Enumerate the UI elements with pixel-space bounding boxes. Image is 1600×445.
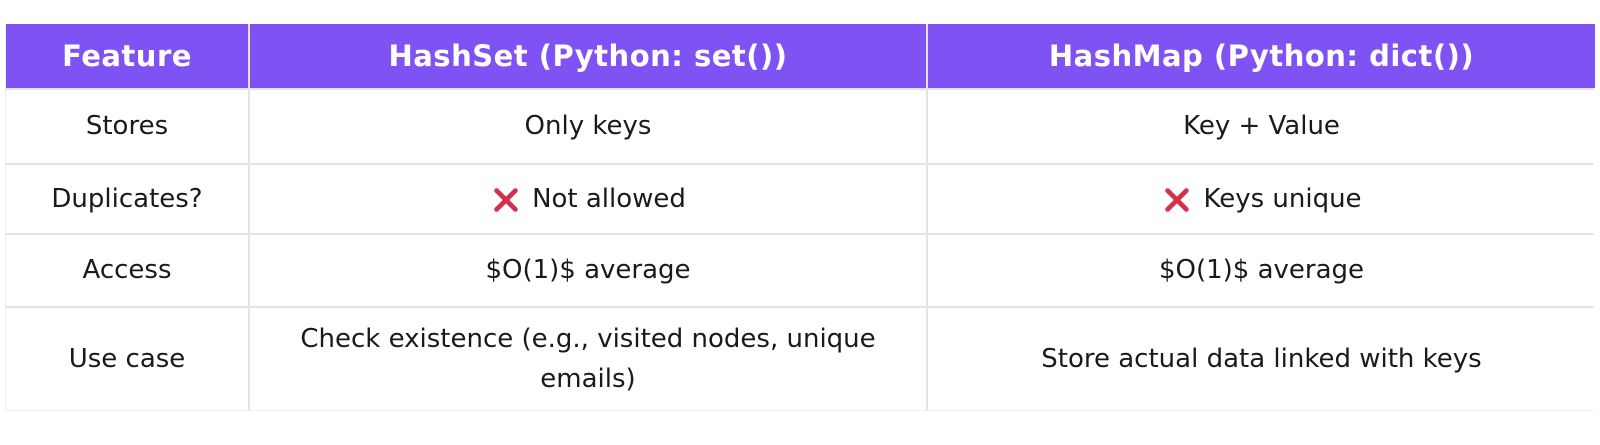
row-usecase-hashmap-cell: Store actual data linked with keys [928, 308, 1595, 410]
cell-text: Keys unique [1203, 183, 1362, 214]
row-duplicates-hashset-cell: Not allowed [250, 165, 926, 233]
cell-text: Check existence (e.g., visited nodes, un… [300, 323, 876, 394]
cell-text: $O(1)$ average [485, 255, 691, 286]
cell-text: Key + Value [1183, 111, 1340, 142]
row-usecase-feature-label: Use case [6, 308, 248, 410]
header-cell-feature: Feature [6, 24, 248, 88]
row-stores-hashmap-cell: Key + Value [928, 90, 1595, 163]
row-access-hashset-cell: $O(1)$ average [250, 235, 926, 306]
row-stores-hashset-cell: Only keys [250, 90, 926, 163]
cell-text: Not allowed [532, 183, 686, 214]
row-stores-feature-label: Stores [6, 90, 248, 163]
row-access-hashmap-cell: $O(1)$ average [928, 235, 1595, 306]
cell-text: $O(1)$ average [1158, 255, 1365, 286]
comparison-table: Feature HashSet (Python: set()) HashMap … [5, 24, 1595, 411]
header-cell-hashset: HashSet (Python: set()) [250, 24, 926, 88]
cross-icon [494, 188, 518, 212]
cell-text: Store actual data linked with keys [1041, 343, 1482, 374]
header-cell-hashmap: HashMap (Python: dict()) [928, 24, 1595, 88]
row-access-feature-label: Access [6, 235, 248, 306]
cross-icon [1165, 188, 1190, 212]
cell-text: Only keys [524, 111, 652, 142]
row-usecase-hashset-cell: Check existence (e.g., visited nodes, un… [250, 308, 926, 410]
row-duplicates-feature-label: Duplicates? [6, 165, 248, 233]
row-duplicates-hashmap-cell: Keys unique [928, 165, 1595, 233]
